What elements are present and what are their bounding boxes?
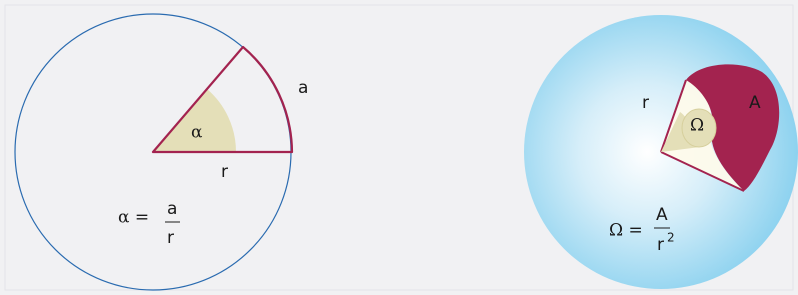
angle-label: α xyxy=(191,123,203,143)
radius-label: r xyxy=(642,93,649,113)
formula-denominator: r xyxy=(657,235,664,255)
formula-denominator: r xyxy=(167,228,174,248)
area-label: A xyxy=(749,93,761,113)
formula-numerator: a xyxy=(167,199,177,219)
formula-lhs: α = xyxy=(118,208,149,228)
diagram: a α r α = a r r A Ω Ω = A r 2 xyxy=(0,0,798,295)
formula-exponent: 2 xyxy=(667,231,675,245)
arc-label: a xyxy=(298,78,308,98)
angle-label: Ω xyxy=(690,116,704,136)
formula-numerator: A xyxy=(656,205,668,225)
formula-lhs: Ω = xyxy=(609,221,643,241)
radius-label: r xyxy=(221,162,228,182)
